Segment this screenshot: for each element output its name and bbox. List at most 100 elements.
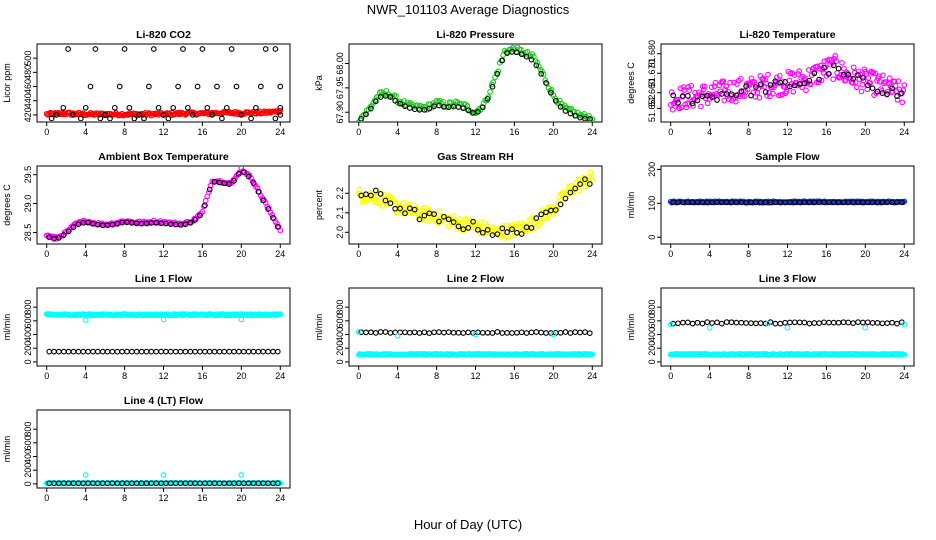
data-point — [670, 92, 677, 99]
data-point — [845, 71, 852, 78]
data-point — [114, 348, 121, 355]
y-tick-label: 28.5 — [23, 224, 33, 242]
data-point — [685, 84, 692, 90]
data-point — [543, 330, 549, 336]
plot-area — [356, 45, 596, 121]
data-point — [372, 98, 379, 105]
data-point — [728, 91, 735, 97]
data-point — [582, 329, 588, 335]
data-point — [667, 321, 674, 328]
data-point — [757, 320, 764, 326]
data-point — [587, 169, 594, 176]
data-point — [192, 217, 198, 223]
data-point — [712, 79, 719, 86]
data-point — [65, 46, 71, 52]
data-point — [75, 221, 82, 228]
data-point — [504, 50, 510, 56]
data-point — [248, 115, 254, 121]
data-point — [406, 202, 413, 208]
data-point — [894, 96, 901, 103]
data-point — [850, 320, 857, 326]
data-point — [753, 320, 759, 327]
data-point — [240, 169, 247, 176]
data-point — [733, 98, 739, 105]
data-point — [865, 75, 872, 81]
data-point — [460, 226, 467, 233]
data-point — [277, 480, 284, 487]
data-point — [821, 319, 827, 326]
chart-title: Ambient Box Temperature — [98, 151, 229, 163]
data-point — [790, 88, 797, 95]
data-point — [56, 348, 62, 355]
data-point — [811, 320, 818, 326]
data-point — [586, 116, 593, 121]
data-point — [874, 88, 881, 95]
data-point — [260, 197, 267, 204]
data-point — [562, 108, 569, 114]
data-point — [572, 185, 579, 192]
plot-area — [667, 198, 908, 206]
data-point — [387, 330, 394, 336]
data-point — [899, 99, 906, 106]
data-point — [70, 112, 76, 118]
data-point — [733, 92, 740, 99]
y-tick-label: 200 — [647, 162, 657, 177]
y-tick-label: 200 — [647, 341, 657, 356]
data-point — [382, 92, 389, 99]
y-tick-label: 51.660 — [647, 79, 657, 107]
y-tick-label: 2.0 — [335, 226, 345, 239]
x-tick-label: 12 — [470, 371, 480, 381]
data-point — [543, 216, 550, 223]
x-tick-label: 8 — [434, 249, 439, 259]
y-tick-label: 29.0 — [23, 195, 33, 213]
data-point — [238, 472, 245, 478]
data-point — [731, 79, 737, 86]
data-point — [165, 115, 172, 121]
data-point — [416, 216, 423, 223]
data-point — [538, 329, 545, 336]
data-point — [216, 348, 223, 355]
data-point — [214, 83, 220, 90]
x-tick-label: 8 — [434, 127, 439, 137]
data-point — [864, 319, 871, 326]
data-point — [504, 330, 510, 336]
x-tick-label: 20 — [236, 371, 246, 381]
data-point — [577, 329, 583, 336]
data-point — [231, 348, 237, 355]
data-point — [562, 195, 569, 202]
y-tick-label: 200 — [335, 341, 345, 356]
data-point — [509, 226, 515, 233]
data-point — [436, 102, 442, 109]
data-point — [204, 104, 211, 111]
data-point — [400, 199, 407, 206]
data-point — [840, 319, 847, 326]
data-point — [557, 103, 564, 110]
data-point — [460, 330, 467, 336]
data-point — [406, 205, 413, 212]
data-point — [413, 205, 419, 212]
x-tick-label: 24 — [587, 127, 597, 137]
data-point — [689, 100, 696, 107]
data-point — [363, 191, 369, 198]
x-tick-label: 8 — [122, 493, 127, 503]
data-point — [884, 91, 891, 97]
data-point — [858, 88, 865, 95]
data-point — [412, 203, 419, 209]
panel-line4-lt-flow: Line 4 (LT) Flow 0 4 8 12 16 20 24 0 200400600800… — [2, 395, 291, 503]
data-point — [262, 46, 269, 52]
data-point — [445, 216, 452, 223]
x-tick-label: 16 — [197, 249, 207, 259]
x-tick-label: 16 — [821, 371, 831, 381]
data-point — [85, 348, 91, 355]
data-point — [772, 320, 779, 327]
data-point — [675, 320, 681, 327]
data-point — [465, 329, 472, 336]
data-point — [853, 84, 860, 91]
data-point — [436, 208, 443, 214]
data-point — [111, 104, 118, 111]
data-point — [894, 320, 900, 327]
y-tick-label: 400 — [23, 327, 33, 342]
data-point — [431, 211, 437, 217]
data-point — [778, 78, 785, 85]
